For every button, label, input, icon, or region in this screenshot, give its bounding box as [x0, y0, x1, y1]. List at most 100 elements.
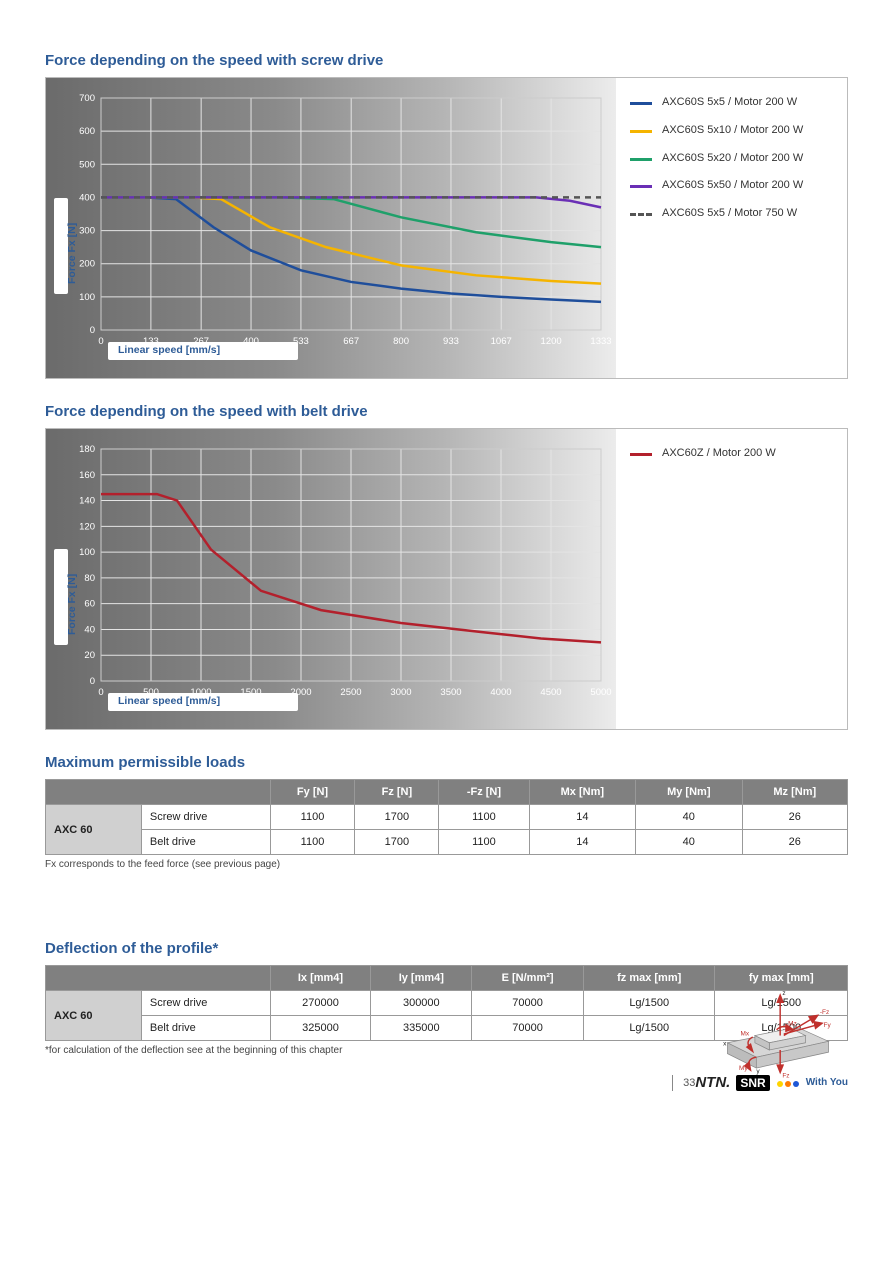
legend-swatch: [630, 185, 652, 188]
page: manualshive.com Force depending on the s…: [0, 0, 893, 1111]
table-head-cell: Mz [Nm]: [742, 780, 847, 805]
table-cell: 325000: [270, 1016, 371, 1041]
svg-text:40: 40: [84, 624, 95, 635]
svg-text:0: 0: [98, 336, 103, 347]
page-number: 33: [672, 1075, 695, 1091]
chart2-xlabel-box: Linear speed [mm/s]: [108, 693, 298, 711]
chart1-yticks: 0100200300400500600700: [79, 93, 95, 336]
legend-item: AXC60S 5x5 / Motor 750 W: [630, 207, 833, 221]
svg-text:60: 60: [84, 599, 95, 610]
chart2-xlabel: Linear speed [mm/s]: [118, 695, 220, 707]
table-head-cell: My [Nm]: [636, 780, 742, 805]
table-cell: 70000: [472, 991, 584, 1016]
table-cell: 40: [636, 830, 742, 855]
legend-item: AXC60S 5x50 / Motor 200 W: [630, 179, 833, 193]
chart2-plot: 0500100015002000250030003500400045005000…: [46, 429, 616, 729]
svg-text:700: 700: [79, 93, 95, 104]
table-head-cell: Fy [N]: [270, 780, 355, 805]
table-cell: 1700: [355, 830, 439, 855]
legend-swatch: [630, 158, 652, 161]
chart1-xlabel-box: Linear speed [mm/s]: [108, 342, 298, 360]
svg-text:100: 100: [79, 292, 95, 303]
iso-My: My: [739, 1065, 748, 1072]
legend-swatch: [630, 102, 652, 105]
legend-swatch: [630, 130, 652, 133]
svg-text:0: 0: [98, 687, 103, 698]
table-cell: 1100: [439, 805, 529, 830]
iso-Mx: Mx: [740, 1031, 749, 1038]
svg-text:120: 120: [79, 521, 95, 532]
table-head-cell: -Fz [N]: [439, 780, 529, 805]
tableA-head-row: Fy [N]Fz [N]-Fz [N]Mx [Nm]My [Nm]Mz [Nm]: [46, 780, 848, 805]
chart1-ylabel: Force Fx [N]: [66, 223, 78, 284]
chart1-svg: 0133267400533667800933106712001333 01002…: [46, 78, 616, 378]
tableA-note: Fx corresponds to the feed force (see pr…: [45, 859, 848, 870]
legend-label: AXC60S 5x50 / Motor 200 W: [662, 179, 803, 193]
chart2-legend: AXC60Z / Motor 200 W: [616, 429, 847, 729]
table-cell: 1100: [439, 830, 529, 855]
chart2-grid: [101, 449, 601, 681]
legend-label: AXC60S 5x5 / Motor 200 W: [662, 96, 797, 110]
chart1-legend: AXC60S 5x5 / Motor 200 W AXC60S 5x10 / Mo…: [616, 78, 847, 378]
svg-text:300: 300: [79, 226, 95, 237]
svg-text:1200: 1200: [541, 336, 562, 347]
legend-label: AXC60S 5x20 / Motor 200 W: [662, 152, 803, 166]
table-cell: Belt drive: [141, 830, 270, 855]
legend-label: AXC60S 5x10 / Motor 200 W: [662, 124, 803, 138]
iso-z: z: [782, 990, 785, 997]
svg-text:160: 160: [79, 470, 95, 481]
tableA-body: AXC 60Screw drive110017001100144026Belt …: [46, 805, 848, 855]
iso-diagram: z -Fz Fy Mx Mz My Fz x y: [713, 985, 843, 1079]
chart1-ylabel-box: Force Fx [N]: [54, 198, 68, 294]
table-cell: 1100: [270, 805, 355, 830]
chart2-title: Force depending on the speed with belt d…: [45, 403, 848, 420]
iso-Fy: Fy: [823, 1022, 831, 1029]
chart2-ylabel: Force Fx [N]: [66, 574, 78, 635]
tableA: Fy [N]Fz [N]-Fz [N]Mx [Nm]My [Nm]Mz [Nm]…: [45, 779, 848, 855]
chart1-title: Force depending on the speed with screw …: [45, 52, 848, 69]
legend-item: AXC60S 5x20 / Motor 200 W: [630, 152, 833, 166]
table-cell: Belt drive: [141, 1016, 270, 1041]
table-cell: 1700: [355, 805, 439, 830]
table-cell: 26: [742, 830, 847, 855]
table-cell: 14: [529, 830, 635, 855]
dot-icon: [777, 1081, 783, 1087]
iso-mFz: -Fz: [820, 1009, 829, 1016]
chart1-box: 0133267400533667800933106712001333 01002…: [45, 77, 848, 379]
table-cell: 26: [742, 805, 847, 830]
chart1-grid: [101, 98, 601, 330]
table-cell: 1100: [270, 830, 355, 855]
svg-text:200: 200: [79, 259, 95, 270]
legend-swatch: [630, 213, 652, 216]
svg-text:933: 933: [443, 336, 459, 347]
svg-text:600: 600: [79, 126, 95, 137]
svg-text:667: 667: [343, 336, 359, 347]
table-cell: 300000: [371, 991, 472, 1016]
chart2-svg: 0500100015002000250030003500400045005000…: [46, 429, 616, 729]
svg-text:5000: 5000: [590, 687, 611, 698]
table-cell: 335000: [371, 1016, 472, 1041]
table-cell: 270000: [270, 991, 371, 1016]
svg-text:180: 180: [79, 444, 95, 455]
dot-icon: [793, 1081, 799, 1087]
table-cell: 40: [636, 805, 742, 830]
svg-text:3000: 3000: [390, 687, 411, 698]
table-head-cell: Ix [mm4]: [270, 966, 371, 991]
svg-text:3500: 3500: [440, 687, 461, 698]
table-rowlabel: AXC 60: [46, 805, 142, 855]
legend-swatch: [630, 453, 652, 456]
table-head-cell: E [N/mm²]: [472, 966, 584, 991]
table-rowlabel: AXC 60: [46, 991, 142, 1041]
table-row: Belt drive110017001100144026: [46, 830, 848, 855]
iso-y: y: [756, 1068, 760, 1075]
svg-text:2500: 2500: [340, 687, 361, 698]
svg-text:80: 80: [84, 573, 95, 584]
iso-Fz: Fz: [782, 1072, 789, 1078]
table-cell: Lg/1500: [583, 991, 715, 1016]
table-cell: 14: [529, 805, 635, 830]
chart2-box: 0500100015002000250030003500400045005000…: [45, 428, 848, 730]
legend-item: AXC60S 5x10 / Motor 200 W: [630, 124, 833, 138]
tableB-title: Deflection of the profile*: [45, 940, 848, 957]
table-cell: Screw drive: [141, 805, 270, 830]
legend-label: AXC60Z / Motor 200 W: [662, 447, 776, 461]
